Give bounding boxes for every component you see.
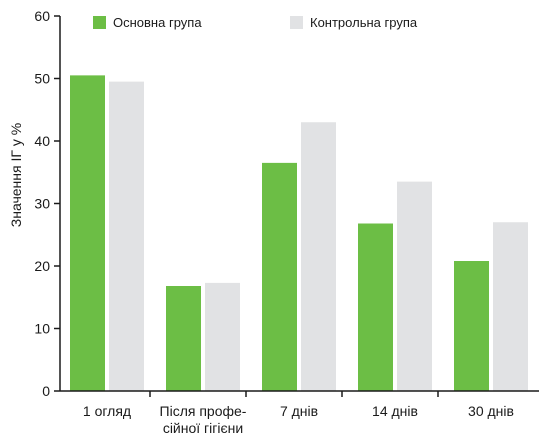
y-tick-label: 60 (34, 8, 50, 24)
bar-main-1 (166, 286, 201, 391)
y-axis-title: Значення ІГ у % (8, 123, 24, 227)
bar-main-4 (454, 261, 489, 391)
bar-main-3 (358, 223, 393, 391)
bar-main-2 (262, 162, 297, 391)
bar-control-0 (109, 81, 144, 391)
bar-control-4 (493, 222, 528, 391)
x-category-label: 14 днів (372, 403, 418, 419)
legend-label-control-group: Контрольна група (310, 15, 418, 30)
y-tick-label: 50 (34, 71, 50, 87)
legend-swatch-control-group (290, 16, 303, 29)
bar-control-2 (301, 122, 336, 391)
x-category-label: 7 днів (280, 403, 318, 419)
x-category-label: 30 днів (468, 403, 514, 419)
bar-control-1 (205, 282, 240, 391)
y-axis: 0 10 20 30 40 50 60 (34, 8, 439, 399)
y-tick-label: 30 (34, 196, 50, 212)
bars (70, 75, 528, 391)
x-axis-labels: 1 огляд Після профе-сійної гігієни 7 днів 1… (83, 403, 514, 436)
y-tick-label: 20 (34, 258, 50, 274)
y-tick-label: 10 (34, 321, 50, 337)
y-tick-label: 40 (34, 133, 50, 149)
bar-control-3 (397, 181, 432, 391)
bar-main-0 (70, 75, 105, 391)
x-category-label: 1 огляд (83, 403, 131, 419)
x-category-label: Після профе-сійної гігієни (160, 403, 247, 436)
legend: Основна група Контрольна група (93, 15, 418, 30)
legend-swatch-main-group (93, 16, 106, 29)
legend-label-main-group: Основна група (113, 15, 202, 30)
y-tick-label: 0 (42, 383, 50, 399)
